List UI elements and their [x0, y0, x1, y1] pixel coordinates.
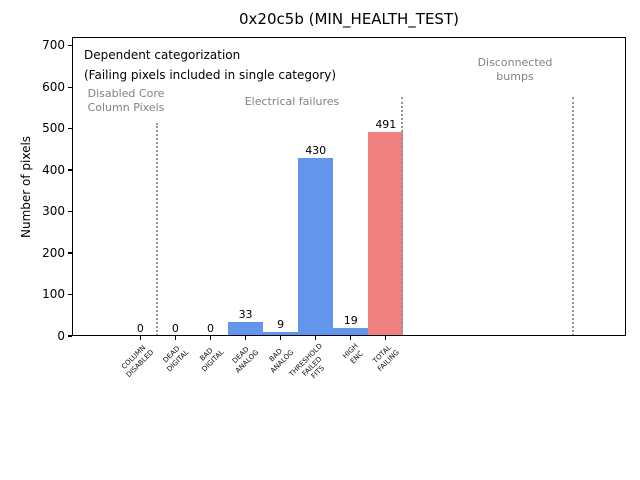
- x-tick-mark: [174, 336, 177, 340]
- x-tick-label-text: DEAD ANALOG: [231, 345, 261, 375]
- y-tick-label: 100: [42, 287, 65, 302]
- region-label: Electrical failures: [244, 95, 340, 108]
- bar-value-label: 19: [343, 314, 358, 328]
- x-tick-label-text: COLUMN DISABLED: [120, 343, 156, 379]
- y-tick-label: 600: [42, 79, 65, 94]
- x-tick-label-text: BAD DIGITAL: [198, 346, 226, 374]
- separator-line: [156, 123, 159, 336]
- region-label: Disconnected bumps: [477, 56, 553, 83]
- bar-value-label: 33: [238, 308, 253, 322]
- bar-value-label: 0: [171, 322, 179, 335]
- bar-value-label: 430: [305, 143, 327, 157]
- y-tick-label: 700: [42, 38, 65, 53]
- y-tick-mark: [68, 210, 72, 213]
- y-tick-label: 200: [42, 245, 65, 260]
- x-tick-mark: [209, 336, 212, 340]
- x-tick-mark: [315, 336, 317, 340]
- bar: [263, 332, 299, 336]
- x-tick-label-text: TOTAL FAILING: [371, 343, 401, 373]
- y-tick-mark: [68, 252, 72, 254]
- y-tick-mark: [68, 45, 72, 47]
- chart-title: 0x20c5b (MIN_HEALTH_TEST): [239, 10, 459, 28]
- bar: [228, 322, 264, 336]
- annotation-failing-pixels-note: (Failing pixels included in single categ…: [84, 68, 337, 82]
- bar: [333, 328, 369, 336]
- y-tick-label: 0: [57, 328, 65, 343]
- x-tick-mark: [279, 336, 282, 340]
- x-tick-mark: [350, 336, 352, 340]
- x-tick-mark: [244, 336, 247, 340]
- bar: [368, 132, 404, 336]
- y-tick-mark: [68, 293, 72, 296]
- y-tick-label: 400: [42, 162, 65, 177]
- x-tick-label-text: THRESHOLD FAILED FITS: [288, 342, 327, 381]
- annotation-dependent-categorization: Dependent categorization: [84, 48, 241, 62]
- y-tick-label: 300: [42, 204, 65, 219]
- x-tick-mark: [139, 336, 142, 340]
- y-tick-mark: [68, 169, 72, 171]
- y-tick-label: 500: [42, 121, 65, 136]
- bar-value-label: 491: [375, 118, 397, 132]
- region-label: Disabled Core Column Pixels: [87, 87, 165, 114]
- y-tick-mark: [68, 127, 72, 130]
- x-tick-mark: [385, 336, 387, 340]
- bar-value-label: 0: [207, 322, 214, 335]
- separator-line: [400, 96, 403, 336]
- x-tick-label-text: DEAD DIGITAL: [161, 344, 191, 374]
- bar-value-label: 0: [136, 322, 144, 335]
- y-tick-mark: [68, 335, 72, 337]
- plot-area: [72, 37, 626, 336]
- x-tick-label-text: HIGH ENC: [340, 342, 365, 366]
- bar: [298, 157, 334, 336]
- separator-line: [572, 96, 575, 336]
- bar-value-label: 9: [277, 318, 285, 332]
- y-tick-mark: [68, 86, 72, 88]
